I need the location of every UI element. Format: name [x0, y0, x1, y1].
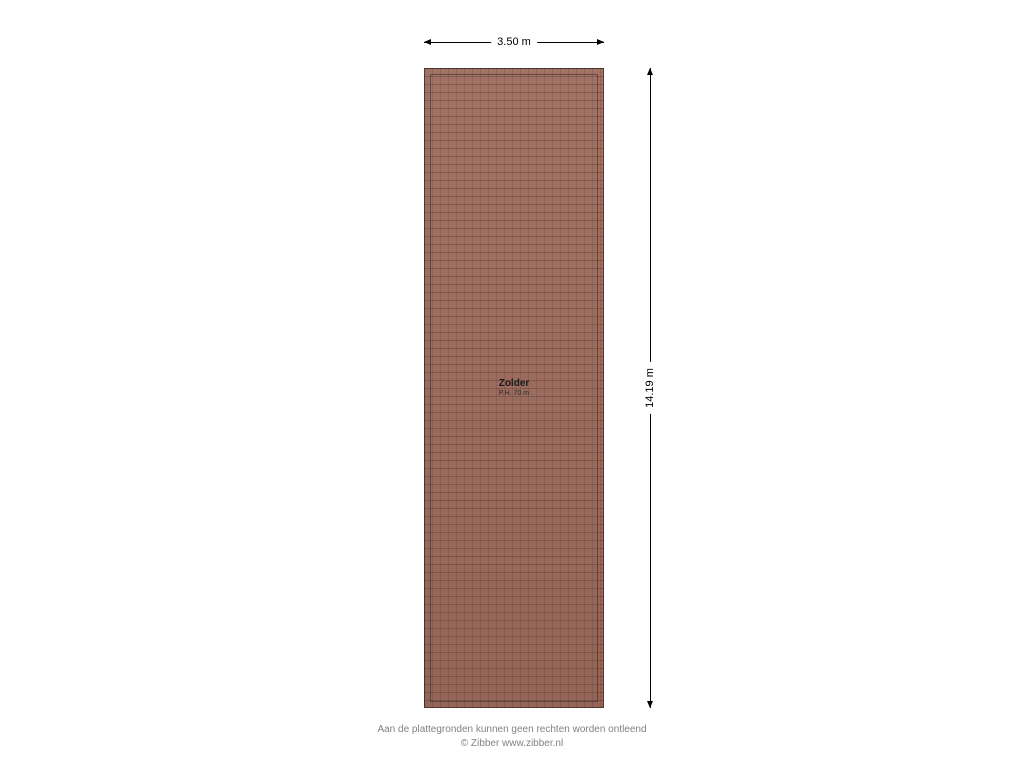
dimension-height: 14.19 m [640, 68, 660, 708]
arrow-down-icon [647, 701, 653, 708]
dimension-height-label: 14.19 m [644, 362, 656, 414]
room-name: Zolder [499, 378, 530, 390]
arrow-right-icon [597, 39, 604, 45]
room-subtitle: P.H. 70 m [499, 390, 530, 398]
floorplan-canvas: 3.50 m 14.19 m Zolder P.H. 70 m Aan de p… [0, 0, 1024, 768]
dimension-width-label: 3.50 m [491, 36, 537, 48]
footer: Aan de plattegronden kunnen geen rechten… [0, 723, 1024, 750]
room-label: Zolder P.H. 70 m [499, 378, 530, 398]
footer-line-1: Aan de plattegronden kunnen geen rechten… [0, 723, 1024, 737]
arrow-up-icon [647, 68, 653, 75]
roof-area: Zolder P.H. 70 m [424, 68, 604, 708]
dimension-width: 3.50 m [424, 32, 604, 52]
footer-line-2: © Zibber www.zibber.nl [0, 737, 1024, 751]
arrow-left-icon [424, 39, 431, 45]
